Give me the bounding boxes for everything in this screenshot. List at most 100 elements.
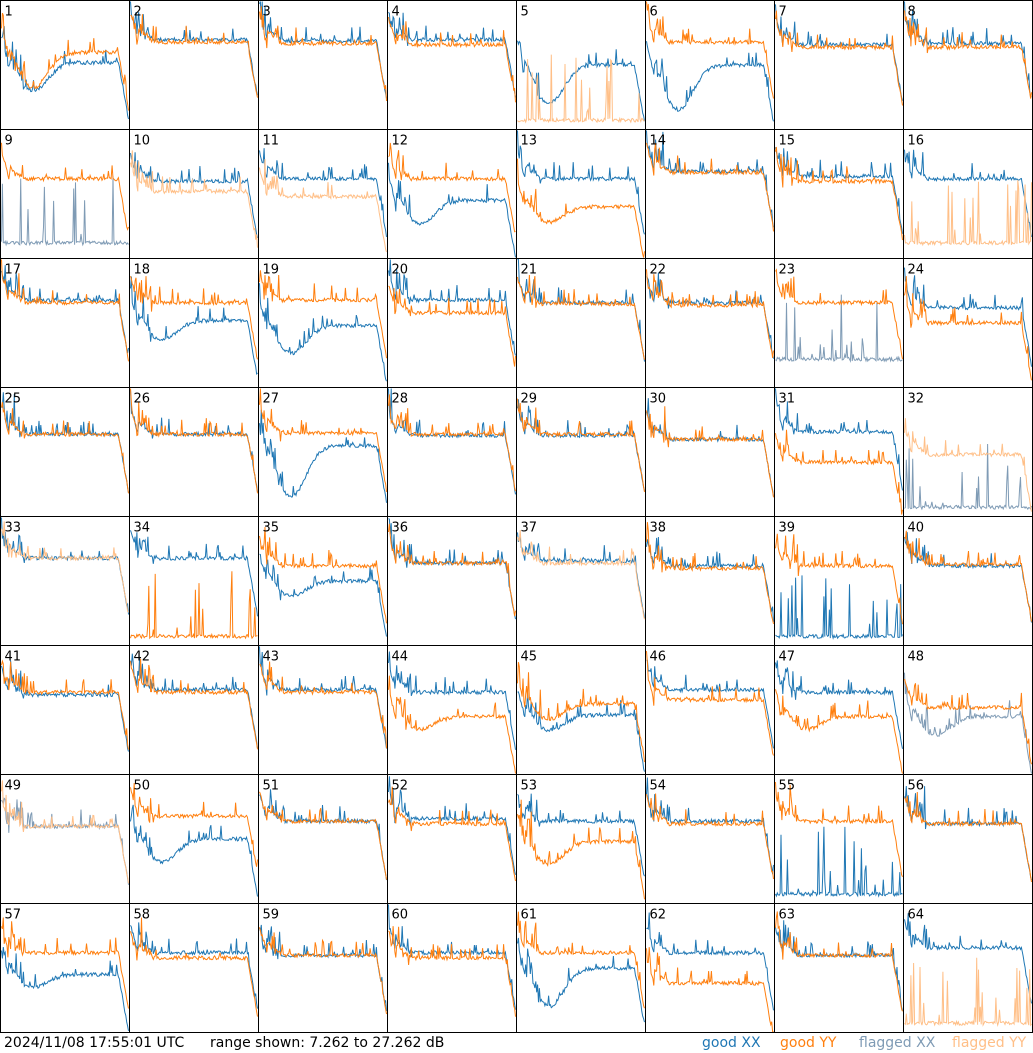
panel-28: 28	[387, 387, 517, 517]
panel-7: 7	[774, 0, 904, 130]
yy-trace	[259, 270, 387, 359]
panel-label: 48	[908, 650, 925, 665]
panel-frame	[645, 774, 775, 904]
xx-trace	[388, 162, 516, 258]
xx-trace	[904, 913, 1032, 1004]
footer: 2024/11/08 17:55:01 UTC range shown: 7.2…	[0, 1033, 1033, 1053]
yy-trace	[388, 285, 516, 367]
panel-34: 34	[129, 516, 259, 646]
yy-trace	[388, 142, 516, 233]
panel-frame	[387, 516, 517, 646]
panel-50: 50	[129, 774, 259, 904]
yy-trace	[904, 530, 1032, 622]
panel-frame	[387, 0, 517, 130]
panel-43: 43	[258, 645, 388, 775]
yy-trace	[388, 675, 516, 774]
panel-frame	[645, 903, 775, 1033]
xx-trace	[775, 826, 903, 898]
panel-59: 59	[258, 903, 388, 1033]
panel-61: 61	[516, 903, 646, 1033]
yy-trace	[388, 17, 516, 103]
panel-16: 16	[903, 129, 1033, 259]
panel-52: 52	[387, 774, 517, 904]
panel-39: 39	[774, 516, 904, 646]
panel-frame	[903, 516, 1033, 646]
panel-label: 36	[392, 521, 409, 536]
yy-trace	[1, 142, 129, 231]
panel-frame	[774, 774, 904, 904]
panel-label: 8	[908, 5, 916, 20]
panel-37: 37	[516, 516, 646, 646]
yy-trace	[1, 402, 129, 494]
xx-trace	[259, 409, 387, 503]
panel-46: 46	[645, 645, 775, 775]
yy-trace	[517, 158, 645, 258]
yy-trace	[517, 911, 645, 1009]
panel-label: 32	[908, 392, 925, 407]
panel-frame	[516, 258, 646, 388]
panel-frame	[645, 387, 775, 517]
xx-trace	[259, 283, 387, 382]
yy-trace	[1, 259, 129, 362]
xx-trace	[130, 804, 258, 897]
panel-54: 54	[645, 774, 775, 904]
panel-30: 30	[645, 387, 775, 517]
xx-trace	[775, 388, 903, 491]
panel-48: 48	[903, 645, 1033, 775]
panel-label: 60	[392, 908, 409, 923]
yy-trace	[1, 521, 129, 613]
panel-frame	[387, 129, 517, 259]
panel-12: 12	[387, 129, 517, 259]
panel-frame	[774, 387, 904, 517]
panel-frame	[0, 387, 130, 517]
panel-label: 34	[134, 521, 151, 536]
xx-trace	[1, 265, 129, 354]
panel-36: 36	[387, 516, 517, 646]
panel-frame	[645, 129, 775, 259]
panel-label: 53	[521, 779, 538, 794]
yy-trace	[775, 911, 903, 1012]
legend-good-yy: good YY	[780, 1035, 837, 1051]
xx-trace	[517, 691, 645, 772]
panel-53: 53	[516, 774, 646, 904]
yy-trace	[775, 146, 903, 241]
panel-frame	[387, 645, 517, 775]
panel-20: 20	[387, 258, 517, 388]
panel-label: 1	[5, 5, 13, 20]
panel-label: 43	[263, 650, 280, 665]
panel-label: 59	[263, 908, 280, 923]
xx-trace	[646, 659, 774, 749]
yy-trace	[904, 276, 1032, 381]
panel-9: 9	[0, 129, 130, 259]
panel-22: 22	[645, 258, 775, 388]
panel-label: 25	[5, 392, 22, 407]
panel-11: 11	[258, 129, 388, 259]
yy-trace	[1, 12, 129, 111]
panel-56: 56	[903, 774, 1033, 904]
yy-trace	[1, 659, 129, 750]
yy-trace	[517, 662, 645, 763]
panel-label: 40	[908, 521, 925, 536]
panel-label: 33	[5, 521, 22, 536]
panel-3: 3	[258, 0, 388, 130]
panel-label: 11	[263, 134, 280, 149]
panel-15: 15	[774, 129, 904, 259]
panel-label: 41	[5, 650, 22, 665]
xx-trace	[259, 553, 387, 637]
panel-6: 6	[645, 0, 775, 130]
panel-55: 55	[774, 774, 904, 904]
panel-label: 44	[392, 650, 409, 665]
panel-26: 26	[129, 387, 259, 517]
panel-label: 24	[908, 263, 925, 278]
xx-trace	[388, 388, 516, 495]
yy-trace	[517, 799, 645, 900]
panel-label: 12	[392, 134, 409, 149]
yy-trace	[130, 388, 258, 494]
xx-trace	[517, 130, 645, 235]
panel-42: 42	[129, 645, 259, 775]
panel-label: 17	[5, 263, 22, 278]
yy-trace	[130, 782, 258, 867]
panel-label: 46	[650, 650, 667, 665]
xx-trace	[904, 149, 1032, 238]
yy-trace	[130, 658, 258, 750]
